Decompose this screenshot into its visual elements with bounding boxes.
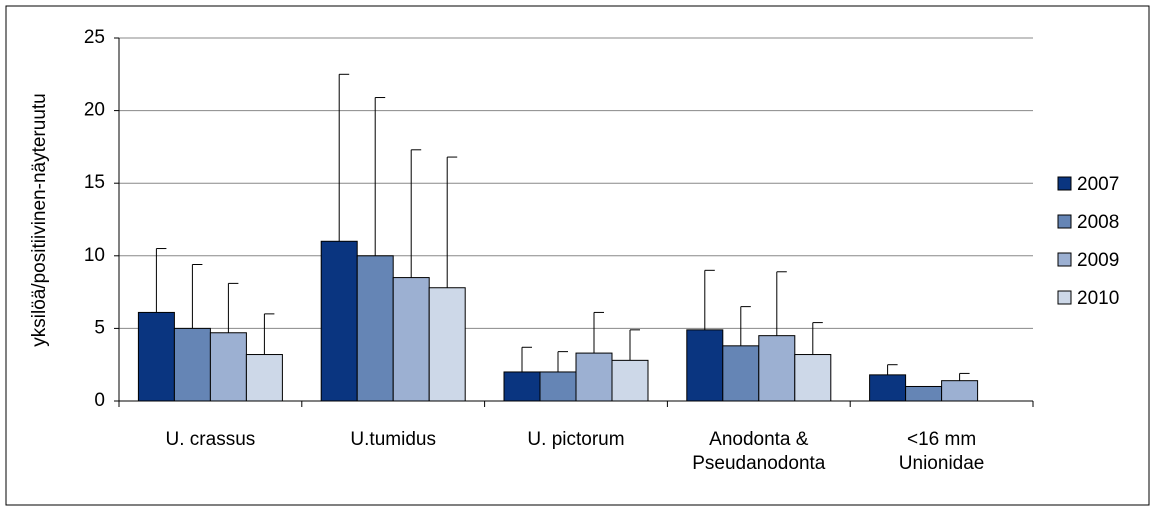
- bar: [539, 371, 577, 402]
- x-tick-label: Anodonta &: [709, 429, 809, 450]
- legend-swatch: [1057, 176, 1072, 191]
- x-tick-label: U. crassus: [166, 429, 256, 450]
- legend-swatch: [1057, 214, 1072, 229]
- bar: [320, 240, 358, 402]
- y-tick-label: 10: [84, 245, 105, 266]
- bar: [503, 371, 541, 402]
- y-tick-label: 0: [94, 390, 105, 411]
- y-tick-label: 20: [84, 100, 105, 121]
- bar: [245, 354, 283, 402]
- y-tick-label: 5: [94, 317, 105, 338]
- legend-label: 2008: [1077, 212, 1119, 233]
- bar: [137, 311, 175, 402]
- y-tick-label: 15: [84, 172, 105, 193]
- bar: [722, 345, 760, 402]
- x-tick-label: <16 mm: [907, 429, 976, 450]
- legend-swatch: [1057, 290, 1072, 305]
- bar: [794, 354, 832, 402]
- legend-label: 2009: [1077, 250, 1119, 271]
- bar: [869, 374, 907, 402]
- x-tick-label: Pseudanodonta: [692, 453, 826, 474]
- bar: [941, 380, 979, 402]
- bar: [575, 352, 613, 402]
- bar: [428, 287, 466, 402]
- legend-label: 2010: [1077, 288, 1119, 309]
- x-tick-label: U. pictorum: [527, 429, 624, 450]
- bar: [611, 359, 649, 402]
- y-axis-title: yksilöä/positiivinen-näyteruutu: [29, 93, 50, 346]
- bar: [209, 332, 247, 402]
- bar: [173, 327, 211, 402]
- y-tick-label: 25: [84, 27, 105, 48]
- x-tick-label: Unionidae: [899, 453, 985, 474]
- bar: [356, 255, 394, 402]
- x-tick-label: U.tumidus: [350, 429, 436, 450]
- bar: [905, 385, 943, 402]
- legend-swatch: [1057, 252, 1072, 267]
- bar: [392, 277, 430, 402]
- bar: [758, 335, 796, 402]
- bar: [686, 329, 724, 402]
- legend-label: 2007: [1077, 174, 1119, 195]
